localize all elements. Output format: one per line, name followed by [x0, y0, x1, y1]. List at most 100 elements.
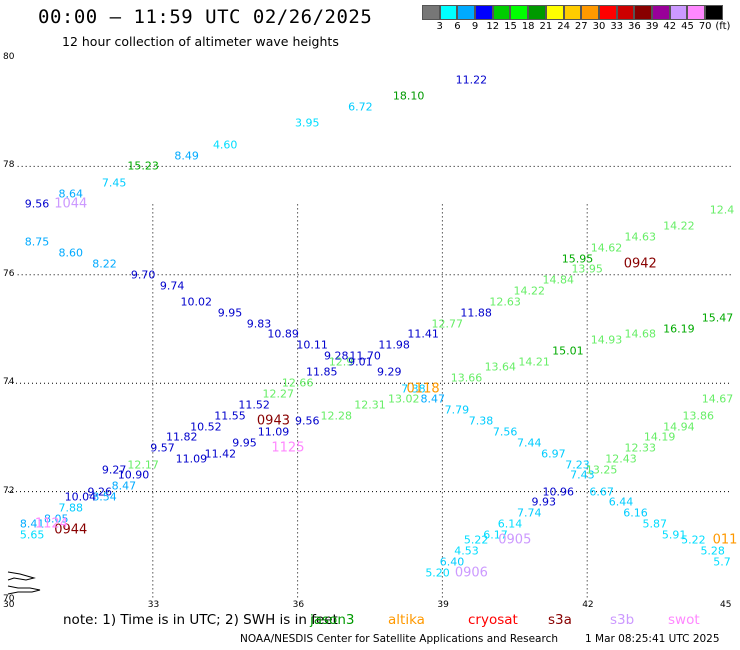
wave-height-value: 9.29 — [377, 365, 402, 379]
wave-height-value: 14.63 — [624, 230, 657, 244]
wave-height-value: 16.19 — [663, 322, 695, 336]
wave-height-value: 12.33 — [624, 441, 657, 455]
wave-height-value: 9.93 — [531, 495, 557, 509]
wave-height-value: 13.86 — [682, 409, 714, 423]
pass-time-label: 1124 — [34, 516, 68, 532]
wave-height-value: 11.52 — [238, 398, 270, 412]
wave-height-value: 9.70 — [130, 268, 156, 282]
wave-height-value: 14.62 — [590, 241, 623, 255]
wave-height-value: 9.74 — [159, 279, 185, 293]
latitude-label: 78 — [3, 160, 15, 171]
wave-height-value: 7.45 — [101, 176, 127, 190]
color-swatch — [510, 5, 529, 20]
color-swatch — [475, 5, 493, 20]
pass-time-label: 1044 — [54, 196, 88, 212]
wave-height-value: 12.17 — [127, 458, 159, 471]
wave-height-value: 5.28 — [700, 544, 725, 558]
pass-time-label: 0942 — [623, 256, 657, 272]
color-swatch — [616, 5, 635, 20]
wave-height-value: 12.63 — [489, 295, 521, 309]
wave-height-value: 9.56 — [295, 414, 320, 428]
wave-height-value: 11.41 — [407, 327, 439, 341]
wave-height-value: 13.66 — [450, 371, 483, 385]
wave-height-value: 14.93 — [590, 333, 623, 347]
longitude-label: 33 — [147, 600, 160, 610]
wave-height-value: 9.57 — [150, 441, 175, 455]
wave-height-value: 5.91 — [661, 528, 687, 542]
pass-time-label: 0944 — [54, 522, 88, 538]
color-scale-label: (ft) — [715, 21, 731, 32]
longitude-label: 42 — [582, 600, 594, 610]
wave-height-value: 14.84 — [542, 273, 574, 287]
pass-time-label: 1125 — [271, 440, 305, 456]
wave-height-value: 8.54 — [92, 490, 117, 504]
wave-height-value: 14.68 — [624, 327, 657, 341]
pass-time-label: 0943 — [256, 413, 290, 429]
color-scale-label: 21 — [539, 21, 553, 32]
wave-height-value: 8.49 — [174, 149, 199, 163]
wave-height-value: 11.98 — [378, 338, 410, 352]
wave-height-value: 12.28 — [320, 409, 352, 423]
latitude-label: 74 — [3, 377, 15, 388]
wave-height-value: 7.23 — [565, 458, 590, 471]
generated-timestamp: 1 Mar 08:25:41 UTC 2025 — [585, 633, 720, 645]
latitude-label: 80 — [3, 52, 15, 62]
wave-height-value: 14.19 — [643, 430, 676, 444]
wave-height-value: 9.95 — [232, 436, 257, 450]
wave-height-value: 12.31 — [354, 398, 386, 412]
wave-height-value: 12.43 — [605, 452, 637, 466]
wave-height-value: 15.23 — [127, 159, 159, 173]
wave-height-value: 13.02 — [388, 392, 420, 406]
color-swatch — [651, 5, 670, 20]
wave-height-value: 10.90 — [117, 468, 150, 482]
pass-time-label: 0118 — [406, 381, 440, 397]
wave-height-value: 4.53 — [454, 544, 479, 558]
wave-height-value: 10.96 — [542, 485, 574, 499]
color-swatch — [439, 5, 458, 20]
color-scale-label: 24 — [557, 21, 570, 32]
wave-height-value: 7.88 — [58, 501, 83, 515]
page-title: 00:00 – 11:59 UTC 02/26/2025 — [38, 6, 373, 28]
wave-height-value: 5.20 — [425, 566, 450, 580]
wave-height-value: 9.83 — [246, 317, 272, 331]
wave-height-value: 13.64 — [484, 360, 517, 374]
wave-height-value: 12.9 — [328, 355, 354, 369]
wave-height-value: 7.43 — [570, 468, 595, 482]
latitude-label: 70 — [3, 594, 15, 604]
longitude-label: 45 — [720, 600, 732, 610]
color-swatch — [492, 5, 511, 20]
wave-height-value: 11.82 — [166, 430, 198, 444]
satellite-legend-item: cryosat — [468, 612, 518, 628]
wave-height-value: 14.67 — [701, 392, 734, 406]
wave-height-value: 3.95 — [295, 116, 320, 130]
wave-height-value: 14.94 — [663, 420, 695, 434]
color-scale-label: 6 — [454, 21, 461, 32]
color-swatch — [669, 5, 688, 20]
wave-height-value: 8.41 — [19, 517, 45, 531]
wave-height-value: 8.60 — [58, 246, 83, 260]
satellite-legend-item: s3b — [610, 612, 635, 628]
wave-height-value: 12.27 — [262, 387, 295, 401]
longitude-label: 30 — [3, 600, 15, 610]
wave-height-value: 5.7 — [713, 555, 731, 569]
wave-height-value: 8.47 — [420, 392, 445, 406]
color-swatch — [705, 5, 723, 20]
wave-height-value: 14.21 — [518, 355, 550, 369]
color-scale-label: 3 — [436, 21, 443, 32]
color-scale-label: 70 — [698, 21, 712, 32]
color-swatch — [528, 5, 546, 20]
wave-height-value: 11.09 — [257, 425, 290, 439]
color-scale-label: 30 — [592, 21, 606, 32]
wave-height-value: 6.16 — [623, 506, 648, 520]
color-scale-label: 9 — [471, 21, 479, 32]
color-swatch — [545, 5, 564, 20]
color-swatch — [598, 5, 617, 20]
wave-height-value: 18.10 — [392, 89, 425, 103]
wave-height-value: 11.55 — [214, 409, 246, 423]
footnote: note: 1) Time is in UTC; 2) SWH is in fe… — [63, 612, 338, 628]
wave-height-value: 9.26 — [87, 485, 112, 499]
wave-height-value: 12.4 — [709, 203, 735, 217]
pass-time-label: 0906 — [454, 565, 488, 581]
wave-height-value: 8.64 — [58, 187, 83, 200]
